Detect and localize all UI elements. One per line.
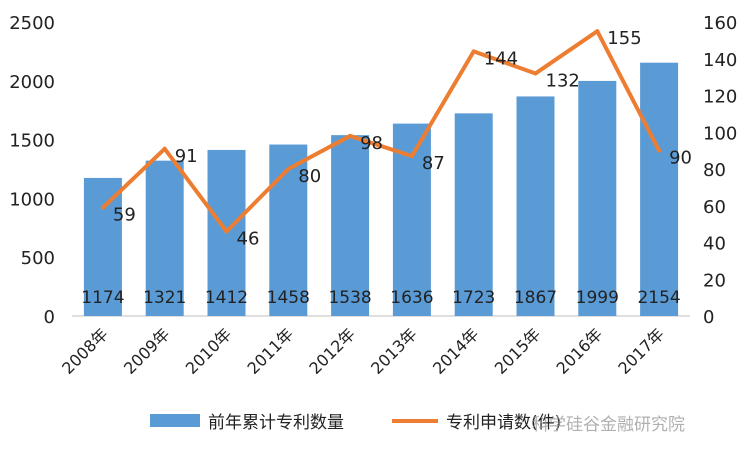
right-axis-tick: 100 bbox=[703, 123, 737, 144]
bar-data-label: 1723 bbox=[452, 288, 495, 308]
left-axis-tick: 0 bbox=[44, 307, 55, 328]
line-data-label: 59 bbox=[113, 205, 136, 226]
x-tick-label: 2009年 bbox=[120, 324, 174, 378]
bar-data-label: 1458 bbox=[267, 288, 310, 308]
bar-data-label: 1867 bbox=[514, 288, 557, 308]
x-tick-label: 2014年 bbox=[429, 324, 483, 378]
x-tick-label: 2017年 bbox=[614, 324, 668, 378]
x-tick-label: 2016年 bbox=[553, 324, 607, 378]
left-axis-tick: 1500 bbox=[9, 131, 55, 152]
x-tick-label: 2015年 bbox=[491, 324, 545, 378]
line-point bbox=[595, 29, 600, 34]
line-data-label: 144 bbox=[484, 48, 518, 69]
line-series bbox=[101, 29, 661, 234]
legend-bar-label: 前年累计专利数量 bbox=[208, 413, 344, 433]
watermark: 科学硅谷金融研究院 bbox=[532, 415, 685, 435]
right-axis-tick: 40 bbox=[703, 234, 726, 255]
right-axis-tick: 60 bbox=[703, 197, 726, 218]
bar bbox=[516, 96, 555, 317]
left-axis-tick: 500 bbox=[21, 248, 55, 269]
line-point bbox=[409, 154, 414, 159]
line-point bbox=[224, 229, 229, 234]
left-axis-tick: 1000 bbox=[9, 189, 55, 210]
bar-data-label: 1321 bbox=[143, 288, 186, 308]
bar bbox=[145, 160, 184, 316]
bar bbox=[640, 62, 679, 316]
line-data-label: 91 bbox=[175, 146, 198, 167]
combo-chart: 0 500 1000 1500 2000 2500 0 20 40 60 80 100 120 140 16… bbox=[9, 13, 737, 378]
bar-data-label: 1412 bbox=[205, 288, 248, 308]
line-data-label: 90 bbox=[669, 148, 692, 169]
bar bbox=[578, 80, 617, 316]
legend-item-line: 专利申请数(件) bbox=[392, 408, 561, 433]
x-tick-label: 2013年 bbox=[367, 324, 421, 378]
bar-data-label: 1636 bbox=[390, 288, 433, 308]
right-axis-tick: 140 bbox=[703, 50, 737, 71]
line-data-label: 87 bbox=[422, 153, 445, 174]
legend-line-label: 专利申请数(件) bbox=[446, 413, 562, 433]
line-point bbox=[348, 133, 353, 138]
line-point bbox=[286, 167, 291, 171]
line-data-label: 46 bbox=[237, 228, 260, 249]
right-axis-tick: 20 bbox=[703, 270, 726, 291]
line-point bbox=[162, 146, 167, 151]
right-axis-tick: 160 bbox=[703, 13, 737, 34]
bar bbox=[83, 177, 122, 316]
x-tick-label: 2012年 bbox=[305, 324, 359, 378]
line-point bbox=[471, 49, 476, 54]
left-axis-tick: 2000 bbox=[9, 72, 55, 93]
legend-bar-swatch bbox=[150, 414, 200, 427]
x-tick-label: 2008年 bbox=[58, 324, 112, 378]
line-point bbox=[657, 148, 662, 153]
line-data-label: 132 bbox=[546, 70, 580, 91]
line-data-label: 155 bbox=[607, 28, 641, 49]
x-tick-label: 2010年 bbox=[182, 324, 236, 378]
bar-data-label: 2154 bbox=[637, 288, 680, 308]
legend-line-swatch bbox=[392, 418, 438, 423]
line-point bbox=[533, 71, 538, 76]
bar-data-label: 1174 bbox=[81, 288, 124, 308]
right-axis-tick: 0 bbox=[703, 307, 714, 328]
right-axis-tick: 120 bbox=[703, 87, 737, 108]
line-point bbox=[100, 205, 105, 210]
bar-data-label: 1999 bbox=[576, 288, 619, 308]
right-axis-tick: 80 bbox=[703, 160, 726, 181]
bar bbox=[269, 144, 308, 316]
legend: 前年累计专利数量 专利申请数(件) bbox=[0, 408, 750, 438]
bar-data-label: 1538 bbox=[328, 288, 371, 308]
bar bbox=[454, 113, 493, 316]
line-data-label: 98 bbox=[360, 133, 383, 154]
bar bbox=[331, 135, 370, 316]
line-data-label: 80 bbox=[298, 166, 321, 187]
left-axis-tick: 2500 bbox=[9, 13, 55, 34]
legend-item-bar: 前年累计专利数量 bbox=[150, 408, 344, 433]
x-tick-label: 2011年 bbox=[244, 324, 298, 378]
